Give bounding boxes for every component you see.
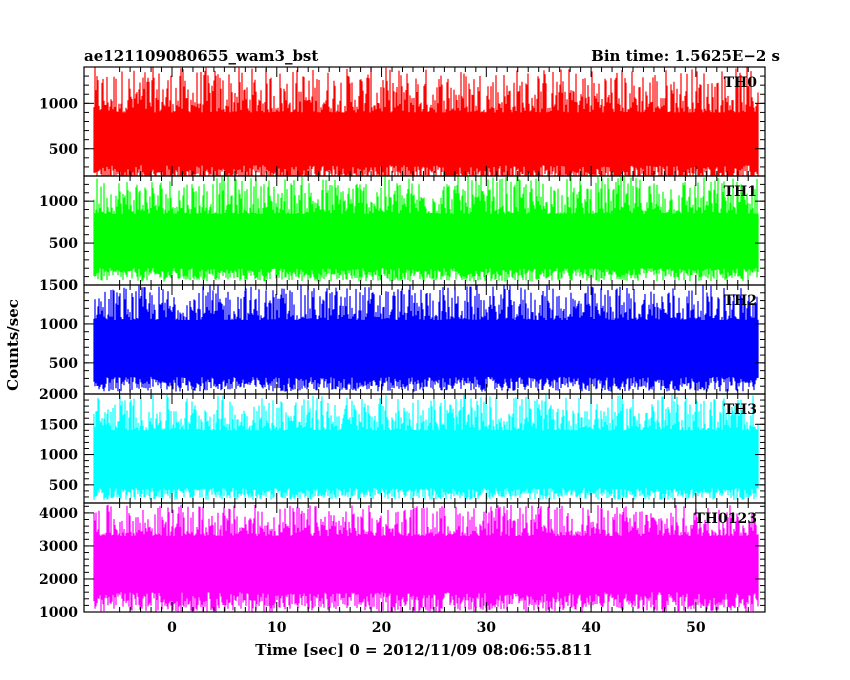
series-th2-band	[93, 285, 759, 392]
panel-th3: 500 1000 1500 2000 TH3	[39, 387, 766, 504]
y-tick-label: 1000	[39, 96, 78, 112]
x-tick-label: 10	[267, 620, 287, 636]
panel-th2: 500 1000 1500 TH2	[39, 278, 766, 395]
panel-th0: 500 1000 TH0	[39, 66, 766, 177]
y-tick-label: 1000	[39, 194, 78, 210]
panel-label-th3: TH3	[724, 402, 757, 418]
panel-label-th0123: TH0123	[694, 511, 757, 527]
bin-time-label: Bin time: 1.5625E−2 s	[591, 47, 780, 65]
series-th3-band	[93, 394, 759, 500]
y-tick-label: 500	[49, 142, 78, 158]
y-tick-label: 1000	[39, 317, 78, 333]
x-tick-label: 20	[372, 620, 392, 636]
x-axis: 0 10 20 30 40 50	[167, 620, 706, 636]
y-tick-label: 1500	[39, 417, 78, 433]
y-tick-label: 3000	[39, 539, 78, 555]
y-axis-label: Counts/sec	[4, 299, 22, 391]
y-tick-label: 1000	[39, 448, 78, 464]
series-th0123-band	[93, 504, 759, 612]
chart-title: ae121109080655_wam3_bst	[84, 47, 318, 65]
panel-label-th2: TH2	[724, 293, 757, 309]
y-tick-label: 1000	[39, 605, 78, 621]
x-tick-label: 40	[581, 620, 601, 636]
y-tick-label: 500	[49, 478, 78, 494]
panels-group: 500 1000 TH0 0 500 1000 TH1 500 1000 1500 TH2 500 10…	[39, 66, 766, 621]
panel-th1: 0 500 1000 TH1	[39, 175, 766, 294]
panel-frame	[83, 502, 766, 613]
x-axis-label: Time [sec] 0 = 2012/11/09 08:06:55.811	[255, 641, 592, 659]
series-th1-band	[93, 176, 759, 282]
series-th0-band	[93, 67, 759, 176]
x-tick-label: 0	[167, 620, 177, 636]
panel-label-th0: TH0	[724, 75, 758, 91]
y-tick-label: 500	[49, 356, 78, 372]
y-tick-label: 2000	[39, 387, 78, 403]
panel-label-th1: TH1	[724, 184, 757, 200]
y-tick-label: 4000	[39, 506, 78, 522]
x-tick-label: 50	[686, 620, 706, 636]
panel-th0123: 1000 2000 3000 4000 TH0123	[39, 502, 766, 621]
y-tick-label: 1500	[39, 278, 78, 294]
y-tick-label: 2000	[39, 572, 78, 588]
y-tick-label: 500	[49, 236, 78, 252]
x-tick-label: 30	[477, 620, 497, 636]
y-tick-label: 0	[68, 278, 78, 294]
